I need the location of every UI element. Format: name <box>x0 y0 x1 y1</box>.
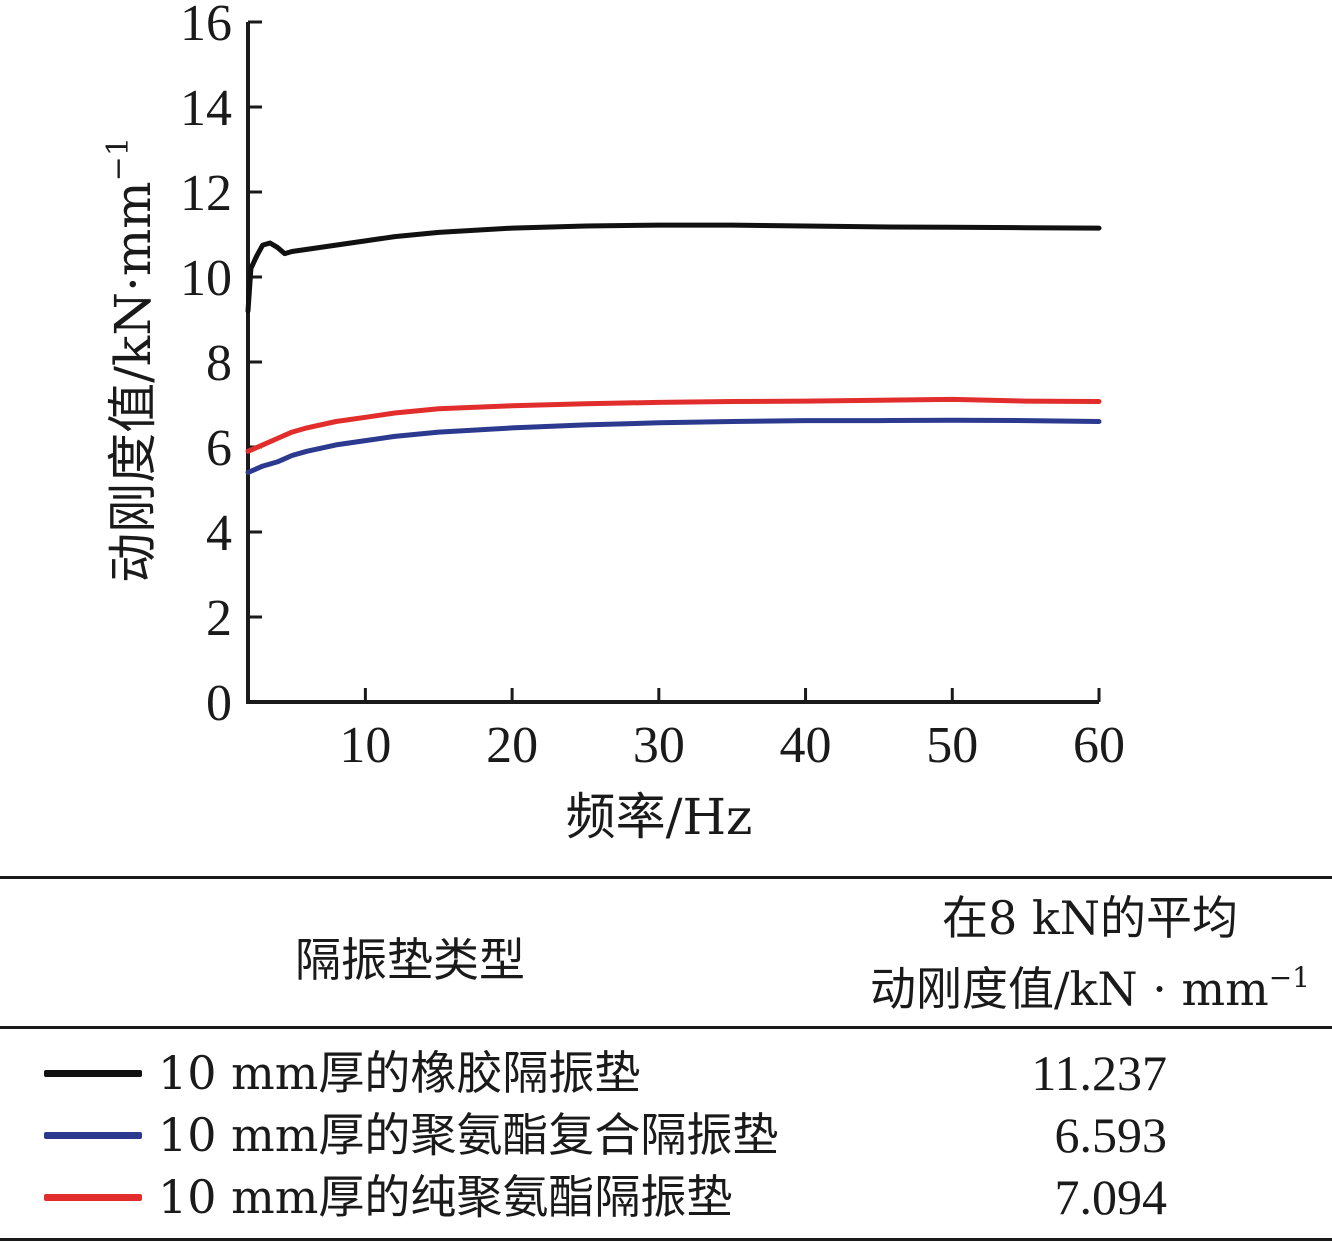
x-tick-label: 20 <box>486 717 538 774</box>
y-tick-label: 14 <box>180 80 232 137</box>
y-axis-title: 动刚度值/kN·mm−1 <box>101 137 162 583</box>
table-row: 10 mm厚的纯聚氨酯隔振垫 7.094 <box>0 1166 1332 1228</box>
header-average: 在8 kN的平均 动刚度值/kN · mm−1 <box>850 888 1330 1019</box>
row-value: 6.593 <box>1054 1107 1168 1163</box>
series-line-0 <box>245 222 1102 314</box>
header-average-exponent: −1 <box>1268 961 1310 994</box>
table-bottom-rule <box>0 1238 1332 1241</box>
legend-table: 隔振垫类型 在8 kN的平均 动刚度值/kN · mm−1 10 mm厚的橡胶隔… <box>0 876 1332 1243</box>
table-row: 10 mm厚的聚氨酯复合隔振垫 6.593 <box>0 1104 1332 1166</box>
chart-series <box>245 222 1102 475</box>
header-type: 隔振垫类型 <box>295 933 525 987</box>
legend-swatch-pu-composite <box>44 1132 142 1139</box>
x-axis-title: 频率/Hz <box>566 788 753 846</box>
y-tick-label: 12 <box>180 165 232 222</box>
chart-ticks: 0 2 4 6 8 10 12 14 16 10 20 30 40 50 60 <box>180 0 1125 774</box>
row-value: 7.094 <box>1054 1169 1168 1225</box>
series-line-2 <box>245 396 1102 454</box>
y-axis-title-main: 动刚度值/kN·mm <box>104 181 162 583</box>
y-tick-label: 2 <box>206 590 232 647</box>
row-label: 10 mm厚的纯聚氨酯隔振垫 <box>158 1170 733 1224</box>
row-label: 10 mm厚的聚氨酯复合隔振垫 <box>158 1108 779 1162</box>
x-tick-label: 30 <box>633 717 685 774</box>
y-tick-label: 16 <box>180 0 232 52</box>
legend-swatch-pure-pu <box>44 1194 142 1201</box>
legend-swatch-rubber <box>44 1070 142 1077</box>
y-tick-label: 0 <box>206 675 232 732</box>
series-line-1 <box>245 417 1102 475</box>
y-axis-title-exponent: −1 <box>101 137 136 181</box>
row-label: 10 mm厚的橡胶隔振垫 <box>158 1046 641 1100</box>
x-tick-label: 10 <box>339 717 391 774</box>
y-tick-label: 10 <box>180 250 232 307</box>
chart-axes <box>246 22 1099 704</box>
stiffness-chart: 0 2 4 6 8 10 12 14 16 10 20 30 40 50 60 频率/Hz 动刚度值/kN·… <box>101 0 1125 846</box>
y-tick-label: 8 <box>206 335 232 392</box>
header-average-line2: 动刚度值/kN · mm−1 <box>850 948 1330 1019</box>
header-average-unit: 动刚度值/kN · mm <box>869 962 1269 1016</box>
y-tick-label: 4 <box>206 505 232 562</box>
table-top-rule <box>0 876 1332 879</box>
x-tick-label: 50 <box>926 717 978 774</box>
x-tick-label: 40 <box>780 717 832 774</box>
header-average-line1: 在8 kN的平均 <box>941 891 1238 945</box>
table-header-rule <box>0 1026 1332 1029</box>
row-value: 11.237 <box>1031 1045 1167 1101</box>
y-tick-label: 6 <box>206 420 232 477</box>
x-tick-label: 60 <box>1073 717 1125 774</box>
table-row: 10 mm厚的橡胶隔振垫 11.237 <box>0 1042 1332 1104</box>
